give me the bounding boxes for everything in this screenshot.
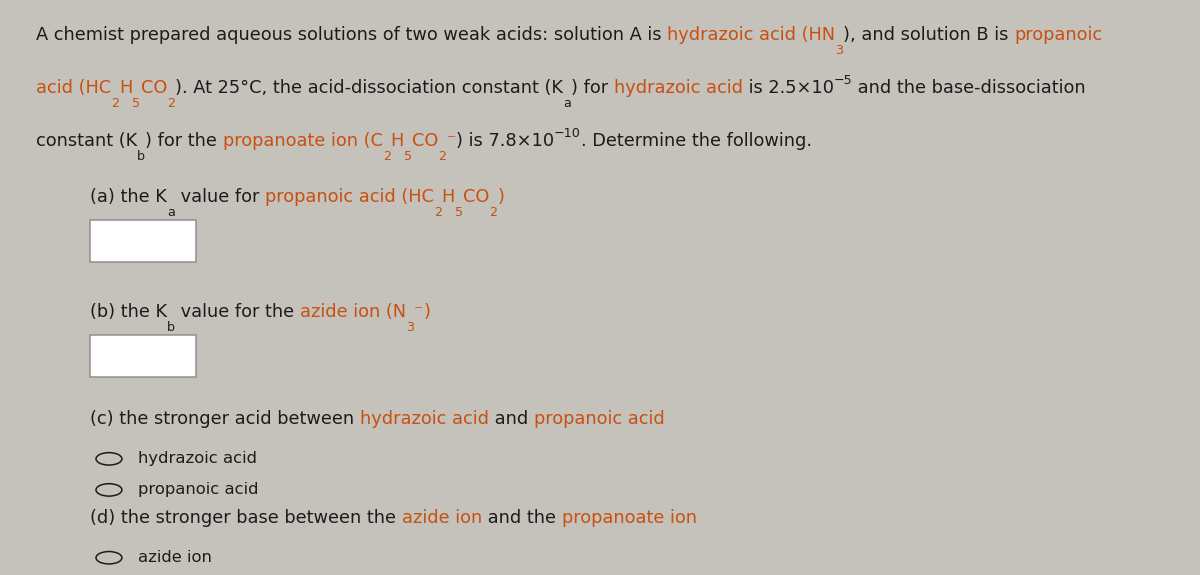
Text: azide ion (N: azide ion (N <box>300 304 406 321</box>
Text: a: a <box>167 206 175 219</box>
Text: hydrazoic acid: hydrazoic acid <box>613 79 743 97</box>
Text: (b) the K: (b) the K <box>90 304 167 321</box>
Text: propanoic acid (HC: propanoic acid (HC <box>265 189 433 206</box>
Text: A chemist prepared aqueous solutions of two weak acids: solution A is: A chemist prepared aqueous solutions of … <box>36 26 667 44</box>
Text: CO: CO <box>140 79 167 97</box>
Text: b: b <box>167 321 175 334</box>
Text: 2: 2 <box>383 150 391 163</box>
Text: ): ) <box>424 304 431 321</box>
FancyBboxPatch shape <box>90 335 196 377</box>
Text: −10: −10 <box>554 127 581 140</box>
Text: ) is 7.8×10: ) is 7.8×10 <box>456 132 554 150</box>
Text: 3: 3 <box>835 44 844 57</box>
Text: (d) the stronger base between the: (d) the stronger base between the <box>90 509 402 527</box>
Text: H: H <box>391 132 404 150</box>
Text: constant (K: constant (K <box>36 132 137 150</box>
Text: CO: CO <box>412 132 438 150</box>
Text: ), and solution B is: ), and solution B is <box>844 26 1014 44</box>
Text: H: H <box>442 189 455 206</box>
Text: and the: and the <box>482 509 562 527</box>
Text: is 2.5×10: is 2.5×10 <box>743 79 834 97</box>
Text: . Determine the following.: . Determine the following. <box>581 132 812 150</box>
Text: CO: CO <box>463 189 490 206</box>
Text: 2: 2 <box>433 206 442 219</box>
Text: ): ) <box>497 189 504 206</box>
Text: 5: 5 <box>455 206 463 219</box>
Text: propanoic acid: propanoic acid <box>138 482 258 497</box>
Text: a: a <box>563 97 571 110</box>
Text: hydrazoic acid: hydrazoic acid <box>360 411 488 428</box>
Text: (a) the K: (a) the K <box>90 189 167 206</box>
Text: value for the: value for the <box>175 304 300 321</box>
Text: propanoic: propanoic <box>1014 26 1103 44</box>
Text: (c) the stronger acid between: (c) the stronger acid between <box>90 411 360 428</box>
Text: 2: 2 <box>490 206 497 219</box>
Text: 2: 2 <box>438 150 446 163</box>
Text: hydrazoic acid (HN: hydrazoic acid (HN <box>667 26 835 44</box>
Text: and the base-dissociation: and the base-dissociation <box>852 79 1086 97</box>
Text: ) for the: ) for the <box>145 132 223 150</box>
Text: propanoic acid: propanoic acid <box>534 411 665 428</box>
Text: azide ion: azide ion <box>138 550 211 565</box>
Text: azide ion: azide ion <box>402 509 482 527</box>
Text: b: b <box>137 150 145 163</box>
Text: −5: −5 <box>834 74 852 87</box>
Text: value for: value for <box>175 189 265 206</box>
Text: propanoate ion (C: propanoate ion (C <box>223 132 383 150</box>
Text: ⁻: ⁻ <box>446 132 456 150</box>
Text: H: H <box>119 79 132 97</box>
FancyBboxPatch shape <box>90 220 196 262</box>
Text: ⁻: ⁻ <box>414 304 424 321</box>
Text: propanoate ion: propanoate ion <box>562 509 696 527</box>
Text: acid (HC: acid (HC <box>36 79 112 97</box>
Text: 5: 5 <box>404 150 412 163</box>
Text: 5: 5 <box>132 97 140 110</box>
Text: 3: 3 <box>406 321 414 334</box>
Text: 2: 2 <box>112 97 119 110</box>
Text: hydrazoic acid: hydrazoic acid <box>138 451 257 466</box>
Text: and: and <box>488 411 534 428</box>
Text: ). At 25°C, the acid-dissociation constant (K: ). At 25°C, the acid-dissociation consta… <box>175 79 563 97</box>
Text: ) for: ) for <box>571 79 613 97</box>
Text: 2: 2 <box>167 97 175 110</box>
